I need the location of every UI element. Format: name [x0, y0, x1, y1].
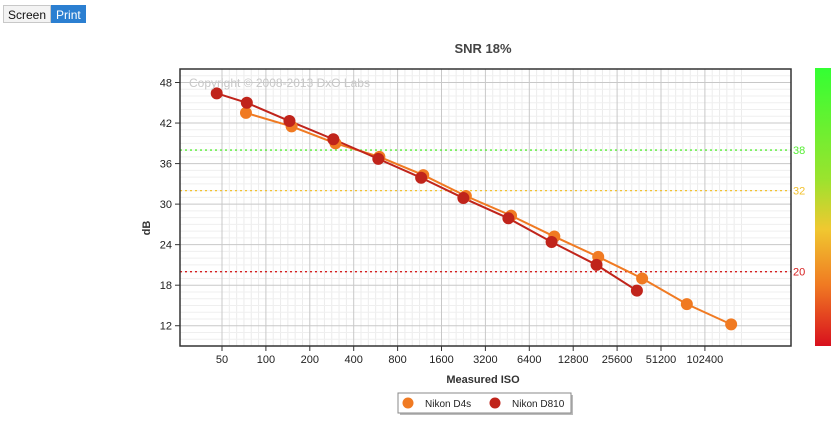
y-tick-label: 36	[160, 159, 172, 171]
color-scale-bar	[815, 68, 831, 346]
y-axis-label: dB	[141, 221, 153, 236]
legend-label: Nikon D810	[512, 399, 565, 410]
reference-label: 32	[793, 186, 805, 198]
legend-marker	[489, 397, 501, 409]
y-tick-label: 24	[160, 240, 172, 252]
plot-border	[179, 68, 792, 347]
x-tick-label: 51200	[646, 354, 677, 366]
x-tick-label: 25600	[602, 354, 633, 366]
legend: Nikon D4s Nikon D810	[397, 392, 573, 415]
x-tick-label: 400	[345, 354, 363, 366]
reference-label: 38	[793, 145, 805, 157]
data-point	[327, 133, 340, 146]
data-point	[502, 212, 515, 225]
x-tick-label: 100	[257, 354, 275, 366]
legend-label: Nikon D4s	[425, 399, 471, 410]
x-tick-label: 102400	[687, 354, 724, 366]
view-mode-toggle: Screen Print	[3, 5, 86, 23]
data-point	[630, 284, 643, 297]
reference-label: 20	[793, 267, 805, 279]
data-point	[210, 87, 223, 100]
x-tick-label: 200	[301, 354, 319, 366]
y-tick-label: 42	[160, 118, 172, 130]
data-point	[545, 235, 558, 248]
x-tick-label: 6400	[517, 354, 541, 366]
data-point	[372, 152, 385, 165]
print-mode-button[interactable]: Print	[51, 5, 86, 23]
y-tick-label: 12	[160, 321, 172, 333]
y-tick-label: 48	[160, 78, 172, 90]
x-axis-label: Measured ISO	[446, 374, 520, 386]
chart-title: SNR 18%	[454, 41, 512, 56]
data-point	[636, 272, 649, 285]
legend-box	[397, 392, 572, 414]
watermark: Copyright © 2008-2013 DxO Labs	[189, 76, 370, 90]
data-point	[680, 298, 693, 311]
legend-marker	[402, 397, 414, 409]
data-point	[239, 106, 252, 119]
data-point	[283, 115, 296, 128]
data-point	[725, 318, 738, 331]
x-tick-label: 12800	[558, 354, 589, 366]
screen-mode-button[interactable]: Screen	[3, 5, 52, 23]
data-point	[590, 258, 603, 271]
x-tick-label: 50	[216, 354, 228, 366]
x-tick-label: 3200	[473, 354, 497, 366]
data-point	[457, 192, 470, 205]
x-tick-label: 800	[388, 354, 406, 366]
data-point	[240, 96, 253, 109]
y-tick-label: 18	[160, 280, 172, 292]
y-tick-label: 30	[160, 199, 172, 211]
data-point	[415, 171, 428, 184]
x-tick-label: 1600	[429, 354, 453, 366]
